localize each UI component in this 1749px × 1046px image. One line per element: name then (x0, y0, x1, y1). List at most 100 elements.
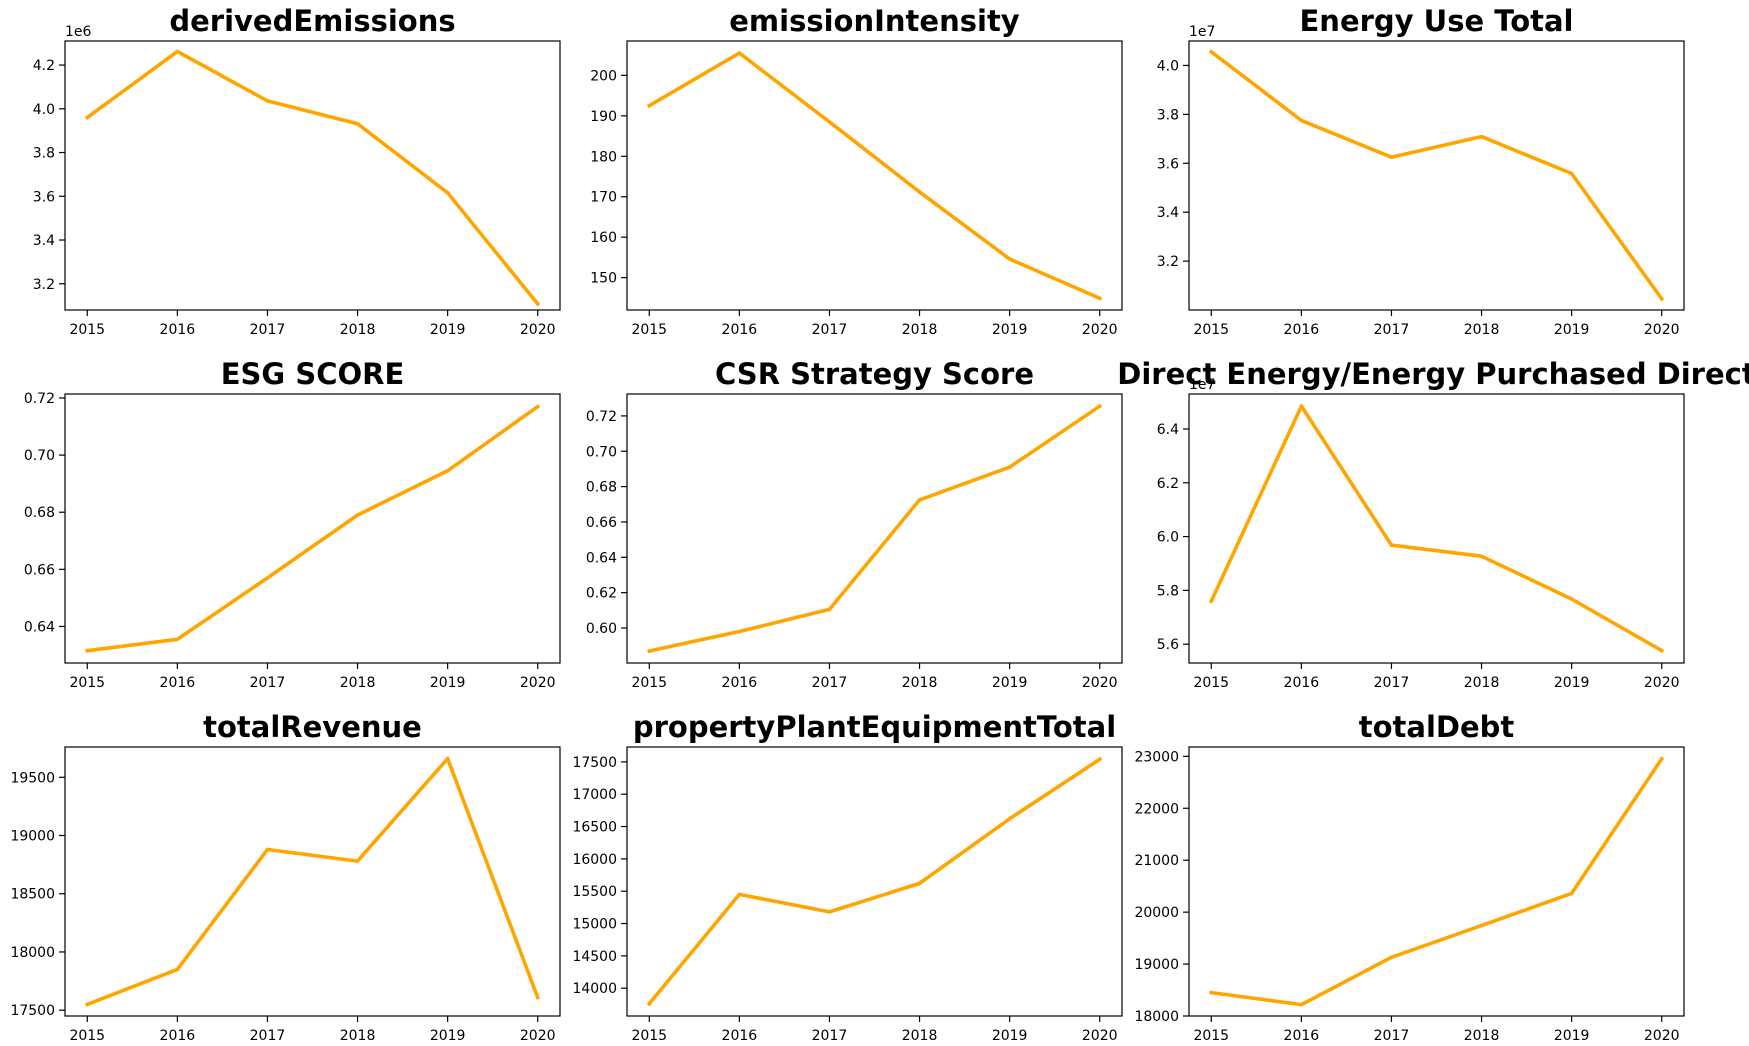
y-tick-label: 17000 (572, 787, 617, 803)
y-tick-label: 16500 (572, 820, 617, 836)
x-tick-label: 2020 (520, 322, 556, 338)
chart-panel-4: ESG SCORE 2015 2016 2017 2018 2019 2020 0.64 0.6… (24, 357, 561, 691)
chart-panel-7: totalRevenue 2015 2016 2017 2018 2019 2020 1750… (10, 710, 561, 1044)
x-tick-label: 2015 (631, 1028, 667, 1044)
y-tick-label: 0.62 (586, 586, 617, 602)
y-tick-label: 0.72 (24, 391, 55, 407)
data-point (917, 881, 922, 886)
data-point (1569, 171, 1574, 176)
axes-frame (64, 40, 561, 311)
axes-frame (1188, 746, 1685, 1017)
y-tick-label: 150 (590, 271, 617, 287)
x-tick-label: 2015 (1193, 675, 1229, 691)
x-tick-label: 2017 (1374, 675, 1410, 691)
data-point (1209, 599, 1214, 603)
y-tick-label: 5.6 (1157, 637, 1179, 653)
data-point (175, 49, 180, 54)
y-tick-label: 19000 (10, 829, 55, 845)
x-tick-label: 2019 (1554, 1028, 1590, 1044)
y-tick-label: 14000 (572, 981, 617, 997)
x-tick-label: 2020 (1082, 1028, 1118, 1044)
x-tick-label: 2018 (1464, 675, 1500, 691)
data-point (1097, 296, 1102, 301)
x-tick-label: 2016 (160, 675, 196, 691)
x-tick-label: 2018 (1464, 322, 1500, 338)
data-point (647, 1001, 652, 1006)
x-tick-label: 2017 (1374, 1028, 1410, 1044)
x-tick-label: 2015 (69, 1028, 105, 1044)
x-tick-label: 2019 (430, 675, 466, 691)
data-point (1299, 404, 1304, 408)
y-tick-label: 0.66 (24, 562, 55, 578)
chart-title: Energy Use Total (1300, 4, 1574, 38)
data-point (445, 756, 450, 761)
data-point (827, 120, 832, 124)
y-tick-label: 0.64 (586, 550, 617, 566)
y-tick-label: 6.2 (1157, 476, 1179, 492)
x-tick-label: 2015 (1193, 1028, 1229, 1044)
x-tick-label: 2019 (992, 1028, 1028, 1044)
y-tick-label: 20000 (1134, 905, 1179, 921)
y-tick-label: 6.4 (1157, 422, 1179, 438)
x-tick-label: 2017 (812, 322, 848, 338)
data-point (737, 892, 742, 897)
data-point (917, 190, 922, 194)
y-tick-label: 6.0 (1157, 530, 1179, 546)
chart-panel-9: totalDebt 2015 2016 2017 2018 2019 2020 18000 19… (1134, 710, 1685, 1044)
x-tick-label: 2019 (992, 675, 1028, 691)
data-point (1007, 817, 1012, 821)
axes-frame (626, 40, 1123, 311)
data-point (1479, 134, 1484, 139)
axis-offset-label: 1e7 (1189, 377, 1215, 393)
axis-offset-label: 1e6 (65, 24, 92, 40)
y-tick-label: 19000 (1134, 957, 1179, 973)
x-tick-label: 2017 (1374, 322, 1410, 338)
series-line (85, 404, 541, 653)
x-tick-label: 2018 (902, 675, 938, 691)
data-point (85, 648, 90, 653)
y-tick-label: 160 (590, 230, 617, 246)
y-tick-label: 3.6 (33, 189, 55, 205)
x-tick-label: 2019 (430, 322, 466, 338)
y-tick-label: 0.64 (24, 619, 55, 635)
x-tick-label: 2016 (722, 322, 758, 338)
data-point (1569, 597, 1574, 601)
chart-title: Direct Energy/Energy Purchased Direct (1117, 357, 1749, 391)
y-tick-label: 18000 (10, 945, 55, 961)
data-point (1097, 757, 1102, 762)
x-tick-label: 2017 (250, 675, 286, 691)
x-tick-label: 2020 (520, 1028, 556, 1044)
data-point (1479, 923, 1484, 928)
data-point (1209, 990, 1214, 995)
data-point (1389, 955, 1394, 960)
data-point (355, 121, 360, 126)
series-line (1208, 49, 1665, 302)
x-tick-label: 2020 (1644, 675, 1680, 691)
x-tick-label: 2017 (250, 1028, 286, 1044)
axis-offset-label: 1e7 (1189, 24, 1215, 40)
data-point (827, 910, 832, 914)
y-tick-label: 3.8 (33, 146, 55, 162)
x-tick-label: 2016 (722, 1028, 758, 1044)
y-tick-label: 0.60 (586, 621, 617, 637)
series-line (646, 51, 1103, 301)
data-point (1097, 404, 1102, 409)
y-tick-label: 3.4 (1157, 205, 1179, 221)
y-tick-label: 22000 (1134, 801, 1179, 817)
x-tick-label: 2020 (520, 675, 556, 691)
x-tick-label: 2018 (902, 1028, 938, 1044)
x-tick-label: 2017 (250, 322, 286, 338)
chart-panel-6: Direct Energy/Energy Purchased Direct 201… (1117, 357, 1749, 691)
chart-panel-3: Energy Use Total 2015 2016 2017 2018 2019 2020… (1157, 4, 1685, 338)
y-tick-label: 18500 (10, 887, 55, 903)
axes-frame (1188, 393, 1685, 664)
chart-title: totalDebt (1359, 710, 1515, 744)
x-tick-label: 2016 (722, 675, 758, 691)
y-tick-label: 15000 (572, 917, 617, 933)
y-tick-label: 0.68 (586, 480, 617, 496)
axes-frame (1188, 40, 1685, 311)
y-tick-label: 0.72 (586, 409, 617, 425)
y-tick-label: 4.0 (1157, 58, 1179, 74)
x-tick-label: 2020 (1082, 322, 1118, 338)
